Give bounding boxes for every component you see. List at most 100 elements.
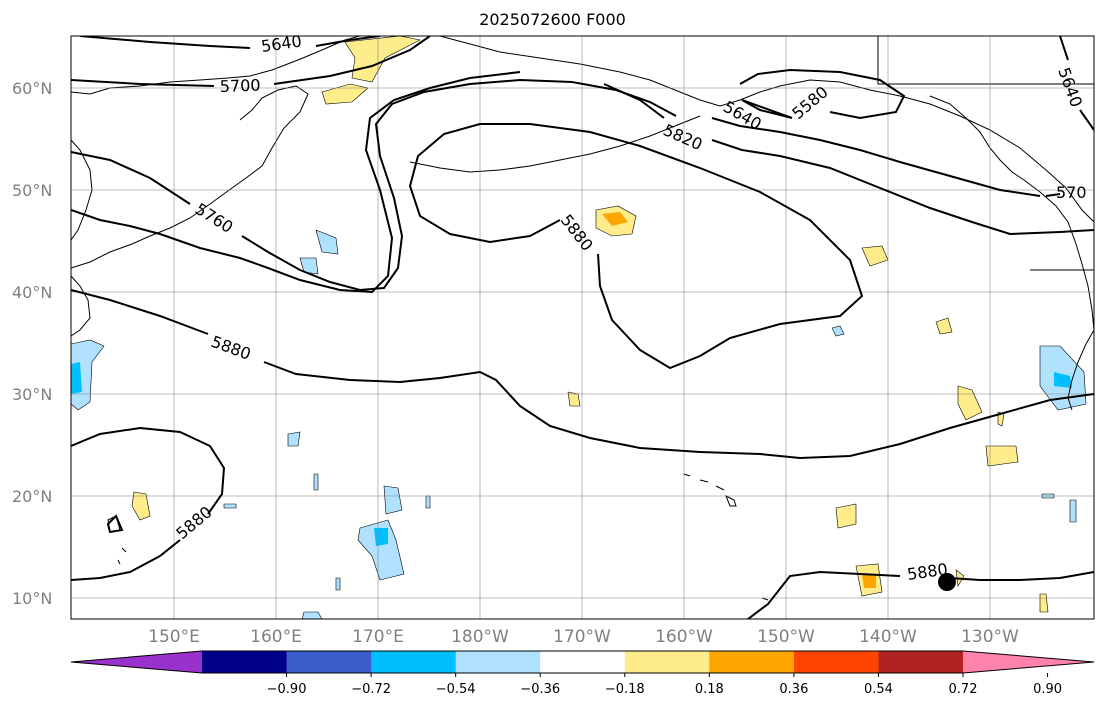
hawaii-islands [683, 473, 737, 507]
positive-anomaly-patch [131, 491, 151, 521]
contour-5640-west-b [315, 36, 381, 47]
positive-anomaly-patch [935, 317, 953, 335]
positive-anomaly-core [602, 212, 628, 226]
contour-5880-south-west [71, 426, 226, 581]
colorbar-tick-label: −0.54 [436, 682, 476, 697]
border-line [877, 36, 1094, 85]
map-background [71, 36, 1094, 619]
alaska-coastline [439, 36, 1094, 223]
colorbar-tick-label: −0.90 [267, 682, 307, 697]
contour-5820 [71, 71, 665, 294]
negative-anomaly-core [374, 528, 388, 546]
positive-anomaly-patch [835, 503, 857, 529]
kamchatka-coastline [231, 85, 309, 189]
contour-5580 [739, 68, 906, 120]
lat-label: 40°N [12, 283, 52, 302]
colorbar-tick-label: 0.36 [779, 682, 808, 697]
colorbar-segment [455, 651, 541, 673]
negative-anomaly-patch [287, 431, 301, 447]
negative-anomaly-core [1054, 372, 1072, 388]
contour-label: 5700 [219, 76, 260, 96]
colorbar-extend-max [963, 651, 1094, 673]
contour-5820-east [711, 117, 1041, 197]
colorbar-extend-min [71, 651, 202, 673]
colorbar-outline [70, 650, 1095, 674]
map-frame [70, 35, 1095, 620]
positive-anomaly-patch [957, 385, 983, 421]
aleutian-islands [409, 115, 701, 173]
colorbar-segment [286, 651, 372, 673]
lon-label: 160°E [250, 627, 302, 647]
longitude-labels: 150°E 160°E 170°E 180°W 170°W 160°W 150°… [148, 627, 1019, 647]
contour-5640-west [79, 36, 251, 49]
negative-anomaly-patch [831, 325, 845, 337]
positive-anomaly-patch [985, 445, 1019, 467]
lon-label: 180°W [451, 627, 509, 647]
lat-label: 10°N [12, 589, 52, 608]
canada-west-coastline [1023, 179, 1094, 331]
colorbar-tick-label: 0.54 [864, 682, 893, 697]
storm-position-marker [938, 573, 956, 591]
positive-anomaly-patch [567, 391, 581, 407]
colorbar-tick-label: −0.72 [351, 682, 391, 697]
negative-anomaly-patch [383, 485, 403, 515]
lon-label: 150°W [757, 627, 815, 647]
lat-label: 50°N [12, 181, 52, 200]
anomaly-patches [71, 36, 1087, 619]
positive-anomaly-core [862, 574, 876, 588]
colorbar-tick-label: 0.72 [949, 682, 978, 697]
lat-label: 60°N [12, 79, 52, 98]
lon-label: 170°E [352, 627, 404, 647]
negative-anomaly-core [71, 362, 82, 394]
contour-5760 [71, 78, 1094, 292]
negative-anomaly-patch [357, 519, 405, 581]
negative-anomaly-patch [313, 473, 319, 491]
contour-5880-north [71, 289, 1094, 460]
colorbar-tick-label: 0.18 [695, 682, 724, 697]
height-contours [71, 36, 1094, 619]
kuril-islands [71, 187, 233, 269]
positive-anomaly-patch [1039, 593, 1049, 613]
lon-label: 140°W [859, 627, 917, 647]
colorbar-segment [709, 651, 795, 673]
lon-label: 130°W [961, 627, 1019, 647]
colorbar-segment [371, 651, 457, 673]
negative-anomaly-patch [425, 495, 431, 509]
positive-anomaly-patch [344, 36, 421, 83]
contour-small-loop [106, 514, 124, 534]
contour-label: 570 [1056, 183, 1087, 202]
california-coastline [1067, 329, 1094, 411]
lat-label: 30°N [12, 385, 52, 404]
colorbar [70, 650, 1095, 674]
contour-5700 [71, 36, 431, 87]
colorbar-tick-label: 0.90 [1033, 682, 1062, 697]
colorbar-segment [624, 651, 710, 673]
colorbar-tick-label: −0.36 [520, 682, 560, 697]
contour-5640-east [1059, 36, 1094, 131]
colorbar-segment [793, 651, 879, 673]
negative-anomaly-patch [223, 503, 237, 509]
lat-label: 20°N [12, 487, 52, 506]
contour-5880-south-east [747, 570, 1094, 619]
lon-label: 160°W [655, 627, 713, 647]
colorbar-segment [540, 651, 626, 673]
contour-570-east [1045, 193, 1061, 197]
colorbar-tick-label: −0.18 [605, 682, 645, 697]
negative-anomaly-patch [335, 577, 341, 591]
positive-anomaly-patch [321, 83, 369, 105]
contour-5880-ridge [408, 123, 864, 370]
negative-anomaly-patch [299, 257, 319, 275]
negative-anomaly-patch [1069, 499, 1077, 523]
japan-coastline [71, 275, 91, 337]
gulf-alaska-coastline [929, 95, 1025, 181]
latitude-labels: 10°N 20°N 30°N 40°N 50°N 60°N [12, 79, 52, 608]
map-title: 2025072600 F000 [479, 10, 626, 29]
colorbar-segment [878, 651, 964, 673]
colorbar-tick-labels: −0.90 −0.72 −0.54 −0.36 −0.18 0.18 0.36 0.54 0.7… [267, 673, 1062, 697]
negative-anomaly-patch [315, 229, 339, 255]
negative-anomaly-patch [301, 611, 323, 619]
lon-label: 150°E [148, 627, 200, 647]
colorbar-segment [202, 651, 288, 673]
lon-label: 170°W [553, 627, 611, 647]
